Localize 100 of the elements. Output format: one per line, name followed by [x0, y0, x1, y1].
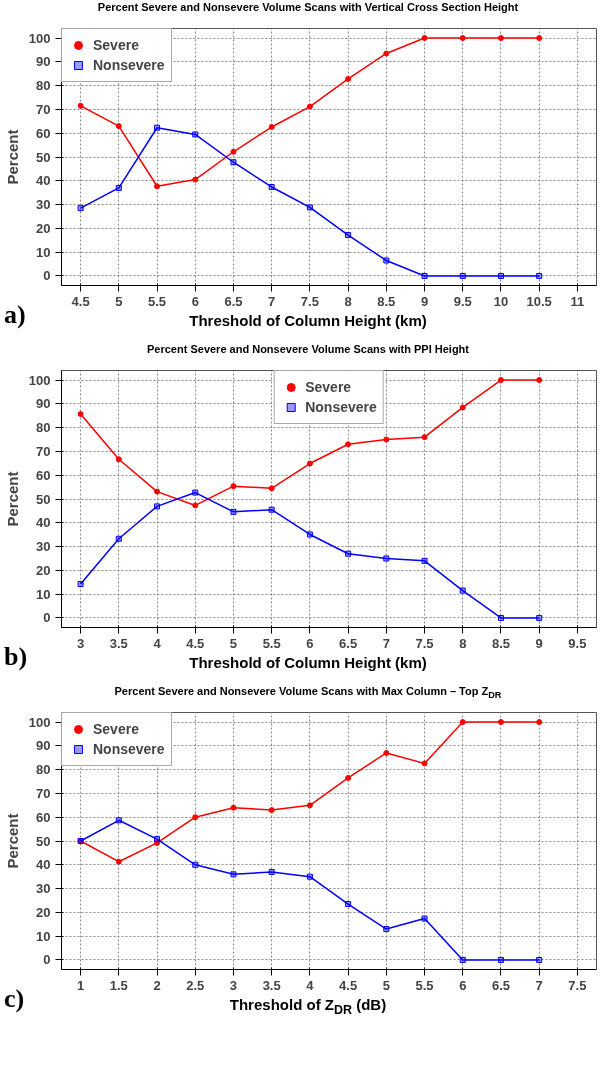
x-tick-label: 7	[382, 635, 390, 651]
point	[154, 503, 161, 510]
y-tick-label: 70	[36, 785, 51, 801]
x-tick-label: 4	[306, 977, 315, 993]
point	[268, 807, 275, 814]
x-tick-label: 2	[153, 977, 161, 993]
chart-title: Percent Severe and Nonsevere Volume Scans with Max Column – Top Z$_{DR}$	[114, 684, 502, 703]
x-tick-label: 5	[115, 293, 123, 309]
point	[536, 377, 543, 384]
y-tick-label: 90	[36, 54, 51, 70]
x-tick-label: 11	[570, 293, 585, 309]
point	[306, 531, 313, 538]
point	[497, 614, 504, 621]
x-tick-label: 4	[153, 635, 162, 651]
point	[383, 555, 390, 562]
point	[115, 123, 122, 130]
x-tick-label: 8.5	[491, 635, 511, 651]
point	[536, 35, 543, 42]
point	[230, 871, 237, 878]
x-tick-label: 5	[229, 635, 238, 651]
point	[115, 858, 122, 865]
x-tick-label: 4.5	[186, 635, 205, 651]
x-tick-label: 6	[306, 635, 314, 651]
point	[459, 35, 466, 42]
x-tick-label: 6	[191, 293, 199, 309]
point	[345, 774, 352, 781]
point	[77, 580, 84, 587]
x-tick-label: 6.5	[339, 635, 358, 651]
y-tick-label: 60	[36, 125, 51, 141]
x-tick-label: 7.5	[415, 635, 434, 651]
point	[306, 460, 313, 467]
y-tick-label: 50	[36, 491, 51, 507]
y-tick-label: 20	[36, 562, 51, 578]
y-tick-label: 70	[36, 443, 51, 459]
point	[345, 232, 352, 239]
legend-label: Severe	[93, 721, 139, 737]
point	[192, 176, 199, 183]
x-tick-label: 8	[344, 293, 352, 309]
point	[421, 760, 428, 767]
text: a)	[4, 299, 26, 331]
x-axis-title: Threshold of Column Height (km)	[189, 654, 427, 671]
x-tick-label: 9	[535, 635, 543, 651]
x-tick-label: 3	[229, 977, 238, 993]
y-axis-title: Percent	[3, 471, 21, 527]
point	[421, 915, 428, 922]
x-tick-label: 5.5	[262, 635, 281, 651]
y-tick-label: 60	[36, 809, 51, 825]
y-tick-label: 80	[36, 78, 51, 94]
point	[497, 35, 504, 42]
x-tick-label: 9	[420, 293, 429, 309]
x-tick-label: 6.5	[491, 977, 511, 993]
point	[192, 502, 199, 509]
point	[115, 184, 122, 191]
point	[306, 873, 313, 880]
point	[115, 535, 122, 542]
x-tick-label: 7.5	[300, 293, 319, 309]
x-tick-label: 2.5	[186, 977, 205, 993]
y-tick-label: 20	[36, 220, 51, 236]
point	[268, 868, 275, 875]
chart-title: Percent Severe and Nonsevere Volume Scans with PPI Height	[147, 342, 469, 357]
point	[383, 749, 390, 756]
point	[459, 404, 466, 411]
legend-label: Nonsevere	[305, 399, 377, 415]
y-tick-label: 10	[36, 928, 51, 944]
point	[421, 557, 428, 564]
y-tick-label: 10	[36, 586, 51, 602]
y-tick-label: 50	[36, 149, 51, 165]
y-tick-label: 40	[36, 857, 51, 873]
x-tick-label: 5.5	[148, 293, 167, 309]
legend-label: Nonsevere	[93, 57, 165, 73]
point	[345, 901, 352, 908]
point	[421, 434, 428, 441]
y-tick-label: 10	[36, 244, 51, 260]
x-tick-label: 4.5	[339, 977, 358, 993]
x-tick-label: 10.5	[526, 293, 552, 309]
y-tick-label: 100	[28, 714, 51, 730]
y-tick-label: 30	[36, 881, 51, 897]
point	[115, 817, 122, 824]
x-tick-label: 3.5	[109, 635, 128, 651]
x-tick-label: 7.5	[568, 977, 587, 993]
point	[268, 124, 275, 131]
point	[536, 956, 543, 963]
point	[154, 183, 161, 190]
chart-title: Percent Severe and Nonsevere Volume Scans with Vertical Cross Section Height	[97, 0, 519, 15]
point	[230, 508, 237, 515]
point	[268, 485, 275, 492]
x-tick-label: 9.5	[568, 635, 587, 651]
x-tick-label: 7	[535, 977, 543, 993]
point	[536, 272, 543, 279]
y-tick-label: 100	[28, 30, 51, 46]
legend-label: Severe	[93, 37, 139, 53]
y-tick-label: 70	[36, 101, 51, 117]
x-axis-title: Threshold of Column Height (km)	[189, 312, 427, 329]
point	[154, 124, 161, 131]
x-tick-label: 5	[382, 977, 390, 993]
point	[230, 483, 237, 490]
y-tick-label: 0	[43, 610, 51, 626]
point	[306, 103, 313, 110]
y-tick-label: 100	[28, 372, 51, 388]
point	[192, 131, 199, 138]
